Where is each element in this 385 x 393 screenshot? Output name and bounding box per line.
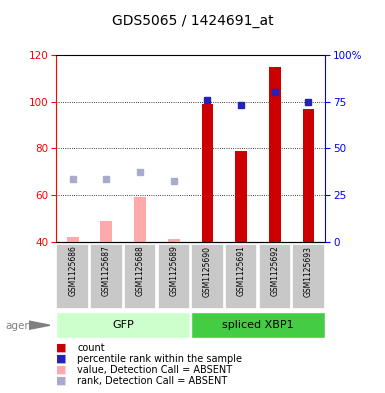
Text: rank, Detection Call = ABSENT: rank, Detection Call = ABSENT (77, 376, 227, 386)
Text: count: count (77, 343, 105, 353)
Bar (269, 67, 281, 242)
Bar (57, 312, 190, 338)
Bar (235, 151, 247, 242)
Text: GFP: GFP (112, 320, 134, 330)
Bar (157, 244, 190, 309)
Bar (57, 244, 89, 309)
Text: ■: ■ (56, 365, 66, 375)
Bar (67, 237, 79, 242)
Text: GSM1125692: GSM1125692 (270, 246, 279, 296)
Bar (225, 244, 257, 309)
Text: GSM1125687: GSM1125687 (102, 246, 111, 296)
Text: ■: ■ (56, 376, 66, 386)
Text: ■: ■ (56, 354, 66, 364)
Bar (168, 239, 180, 242)
Text: ■: ■ (56, 343, 66, 353)
Text: GDS5065 / 1424691_at: GDS5065 / 1424691_at (112, 14, 273, 28)
Polygon shape (29, 321, 50, 329)
Text: spliced XBP1: spliced XBP1 (222, 320, 294, 330)
Bar (191, 244, 224, 309)
Text: GSM1125686: GSM1125686 (68, 246, 77, 296)
Bar (100, 221, 112, 242)
Text: GSM1125689: GSM1125689 (169, 246, 178, 296)
Text: GSM1125690: GSM1125690 (203, 246, 212, 297)
Bar (124, 244, 156, 309)
Bar (259, 244, 291, 309)
Bar (303, 109, 315, 242)
Bar (201, 104, 213, 242)
Text: value, Detection Call = ABSENT: value, Detection Call = ABSENT (77, 365, 232, 375)
Text: GSM1125691: GSM1125691 (237, 246, 246, 296)
Bar (134, 197, 146, 242)
Bar (90, 244, 122, 309)
Text: GSM1125688: GSM1125688 (136, 246, 144, 296)
Text: percentile rank within the sample: percentile rank within the sample (77, 354, 242, 364)
Bar (191, 312, 325, 338)
Bar (292, 244, 325, 309)
Text: agent: agent (6, 321, 36, 331)
Text: GSM1125693: GSM1125693 (304, 246, 313, 297)
